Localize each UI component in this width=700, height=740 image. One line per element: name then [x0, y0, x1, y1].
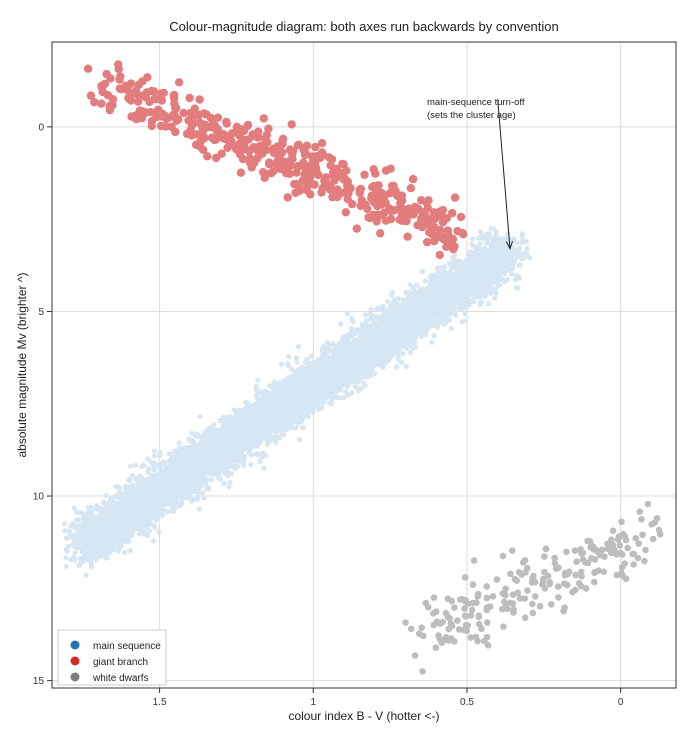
main-sequence-point: [516, 262, 522, 268]
main-sequence-point: [196, 506, 202, 512]
main-sequence-point: [429, 339, 435, 345]
main-sequence-point: [389, 289, 395, 295]
main-sequence-point: [348, 326, 354, 332]
main-sequence-point: [166, 451, 172, 457]
main-sequence-point: [493, 290, 499, 296]
main-sequence-point: [248, 461, 254, 467]
main-sequence-point: [310, 409, 316, 415]
main-sequence-point: [338, 321, 344, 327]
main-sequence-point: [178, 501, 184, 507]
main-sequence-point: [221, 480, 227, 487]
main-sequence-point: [62, 528, 68, 534]
main-sequence-point: [504, 276, 511, 282]
main-sequence-point: [227, 479, 233, 485]
main-sequence-point: [519, 231, 525, 237]
main-sequence-point: [380, 306, 386, 312]
main-sequence-point: [286, 354, 292, 360]
main-sequence-point: [75, 517, 81, 523]
chart-title: Colour-magnitude diagram: both axes run …: [169, 19, 559, 34]
main-sequence-point: [492, 295, 498, 301]
main-sequence-point: [63, 555, 69, 561]
main-sequence-point: [497, 282, 503, 288]
main-sequence-point: [308, 353, 314, 359]
main-sequence-point: [257, 458, 263, 465]
main-sequence-point: [195, 496, 201, 502]
main-sequence-point: [453, 312, 459, 318]
main-sequence-point: [130, 473, 136, 479]
main-sequence-point: [294, 359, 300, 365]
main-sequence-point: [284, 361, 291, 367]
main-sequence-point: [151, 467, 157, 473]
main-sequence-point: [479, 299, 485, 305]
main-sequence-point: [431, 333, 437, 339]
main-sequence-point: [122, 549, 128, 556]
main-sequence-point: [363, 312, 369, 318]
main-sequence-point: [156, 529, 162, 535]
main-sequence-point: [66, 528, 73, 535]
main-sequence-point: [271, 379, 277, 385]
main-sequence-point: [403, 290, 409, 296]
main-sequence-point: [514, 272, 520, 278]
main-sequence-point: [352, 383, 358, 389]
main-sequence-point: [407, 282, 413, 288]
main-sequence-point: [228, 471, 235, 477]
main-sequence-point: [151, 453, 157, 459]
main-sequence-point: [259, 454, 265, 460]
main-sequence-point: [400, 350, 406, 357]
main-sequence-point: [103, 492, 109, 498]
main-sequence-point: [136, 531, 143, 537]
main-sequence-point: [217, 476, 224, 482]
main-sequence-point: [132, 462, 139, 468]
scatter-points: [61, 60, 664, 675]
main-sequence-point: [127, 548, 133, 554]
main-sequence-point: [355, 387, 361, 394]
main-sequence-point: [520, 237, 526, 243]
main-sequence-point: [304, 356, 310, 362]
main-sequence-point: [446, 261, 452, 267]
main-sequence-point: [385, 298, 391, 304]
main-sequence-point: [293, 424, 299, 430]
main-sequence-point: [403, 363, 409, 369]
main-sequence-point: [419, 268, 425, 274]
main-sequence-point: [72, 557, 78, 563]
main-sequence-point: [341, 395, 347, 401]
main-sequence-point: [88, 564, 95, 570]
main-sequence-point: [68, 557, 74, 563]
main-sequence-point: [261, 465, 267, 471]
main-sequence-point: [151, 448, 157, 454]
main-sequence-point: [189, 430, 195, 436]
main-sequence-point: [488, 226, 494, 232]
main-sequence-point: [145, 456, 151, 462]
main-sequence-point: [199, 490, 206, 496]
main-sequence-point: [128, 463, 134, 469]
main-sequence-point: [226, 484, 232, 490]
main-sequence-point: [295, 343, 302, 349]
main-sequence-point: [71, 505, 77, 511]
main-sequence-point: [133, 476, 139, 482]
